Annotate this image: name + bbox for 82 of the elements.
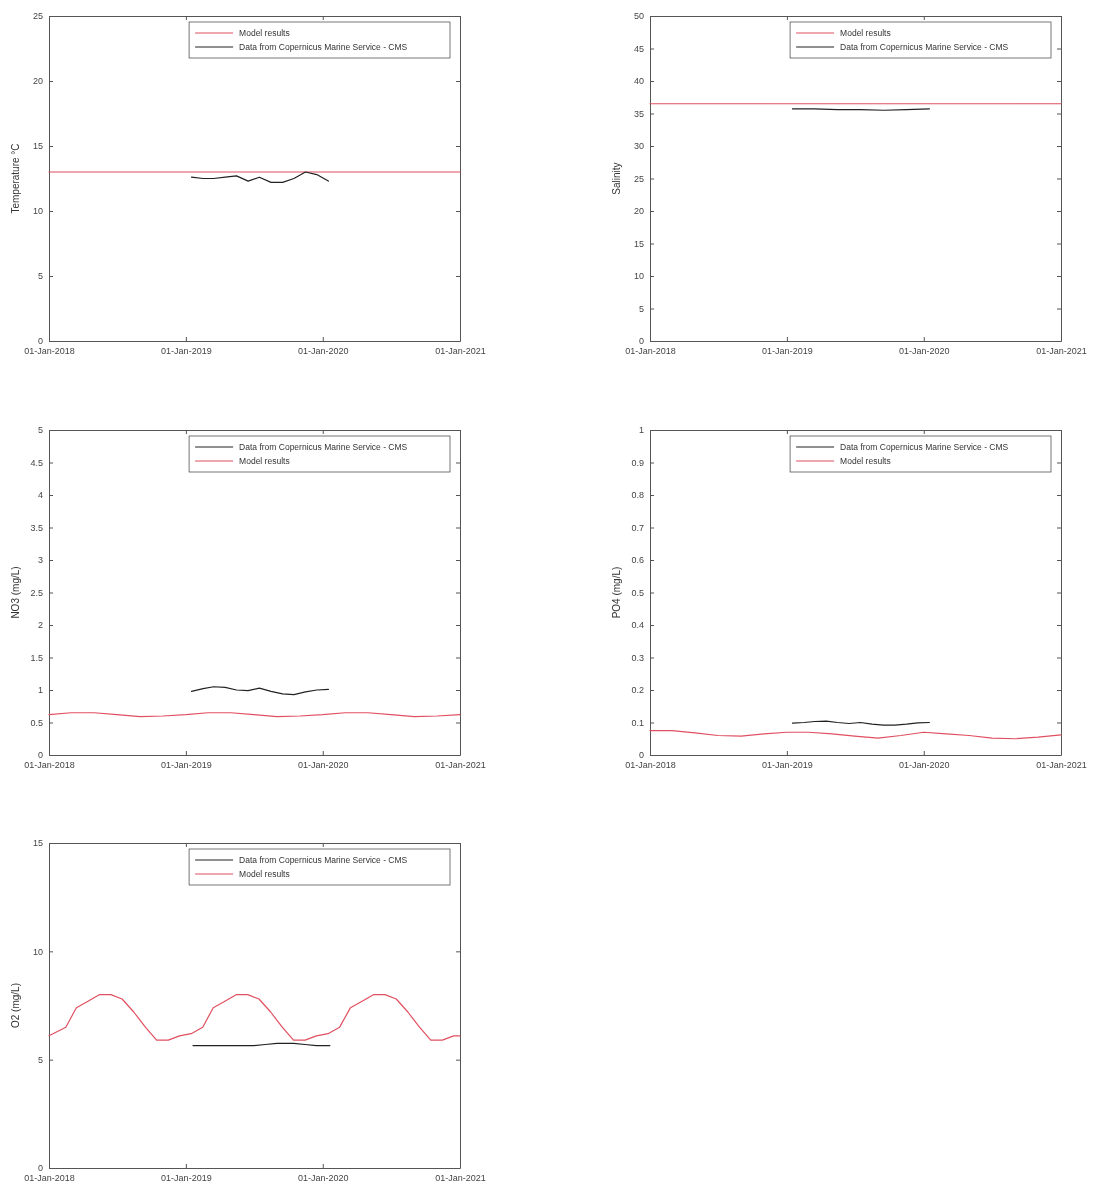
legend-label: Data from Copernicus Marine Service - CMS bbox=[239, 442, 408, 452]
y-tick-label: 3.5 bbox=[30, 522, 43, 533]
x-tick-label: 01-Jan-2018 bbox=[24, 346, 75, 357]
y-tick-label: 0.2 bbox=[631, 685, 644, 696]
x-tick-label: 01-Jan-2021 bbox=[1036, 760, 1087, 771]
y-tick-label: 4 bbox=[37, 490, 43, 501]
legend-label: Data from Copernicus Marine Service - CMS bbox=[239, 42, 408, 52]
y-tick-label: 50 bbox=[633, 11, 644, 22]
y-tick-label: 30 bbox=[633, 141, 644, 152]
y-tick-label: 1.5 bbox=[30, 652, 43, 663]
y-axis-title: Temperature °C bbox=[10, 143, 21, 214]
y-tick-label: 0.5 bbox=[631, 587, 644, 598]
y-tick-label: 0.9 bbox=[631, 457, 644, 468]
y-tick-label: 45 bbox=[633, 43, 644, 54]
x-tick-label: 01-Jan-2020 bbox=[898, 760, 950, 771]
y-tick-label: 0.7 bbox=[631, 522, 644, 533]
x-tick-label: 01-Jan-2018 bbox=[24, 760, 75, 771]
line-series bbox=[190, 171, 329, 183]
y-tick-label: 0.8 bbox=[631, 490, 644, 501]
y-tick-label: 0.3 bbox=[631, 652, 644, 663]
y-tick-label: 25 bbox=[32, 11, 43, 22]
x-tick-label: 01-Jan-2021 bbox=[435, 346, 486, 357]
legend-label: Data from Copernicus Marine Service - CMS bbox=[840, 442, 1009, 452]
legend-label: Model results bbox=[239, 456, 290, 466]
y-tick-label: 1 bbox=[638, 425, 644, 436]
y-tick-label: 0 bbox=[37, 336, 43, 347]
y-tick-label: 20 bbox=[633, 206, 644, 217]
x-tick-label: 01-Jan-2020 bbox=[297, 760, 349, 771]
y-tick-label: 5 bbox=[37, 1055, 43, 1066]
x-tick-label: 01-Jan-2021 bbox=[1036, 346, 1087, 357]
y-axis-title: NO3 (mg/L) bbox=[10, 566, 21, 619]
y-tick-label: 0.5 bbox=[30, 717, 43, 728]
y-tick-label: 15 bbox=[633, 238, 644, 249]
y-tick-label: 0 bbox=[638, 336, 644, 347]
x-tick-label: 01-Jan-2018 bbox=[24, 1173, 75, 1184]
y-axis-title: O2 (mg/L) bbox=[10, 982, 21, 1029]
line-series bbox=[190, 686, 329, 696]
y-axis-title: PO4 (mg/L) bbox=[611, 566, 622, 619]
y-tick-label: 0.1 bbox=[631, 717, 644, 728]
x-tick-label: 01-Jan-2019 bbox=[762, 346, 813, 357]
x-tick-label: 01-Jan-2021 bbox=[435, 1173, 486, 1184]
legend-label: Model results bbox=[840, 28, 891, 38]
y-axis-title: Salinity bbox=[611, 162, 622, 195]
y-tick-label: 5 bbox=[638, 303, 644, 314]
x-tick-label: 01-Jan-2021 bbox=[435, 760, 486, 771]
y-tick-label: 10 bbox=[32, 206, 43, 217]
y-tick-label: 1 bbox=[37, 685, 43, 696]
legend-label: Model results bbox=[239, 869, 290, 879]
x-tick-label: 01-Jan-2019 bbox=[762, 760, 813, 771]
y-tick-label: 10 bbox=[633, 271, 644, 282]
x-tick-label: 01-Jan-2020 bbox=[297, 1173, 349, 1184]
legend-label: Data from Copernicus Marine Service - CMS bbox=[840, 42, 1009, 52]
y-tick-label: 0 bbox=[37, 1163, 43, 1174]
x-tick-label: 01-Jan-2019 bbox=[161, 346, 212, 357]
y-tick-label: 5 bbox=[37, 425, 43, 436]
y-tick-label: 20 bbox=[32, 76, 43, 87]
y-tick-label: 0.4 bbox=[631, 620, 644, 631]
legend-label: Model results bbox=[840, 456, 891, 466]
y-tick-label: 25 bbox=[633, 173, 644, 184]
x-tick-label: 01-Jan-2019 bbox=[161, 760, 212, 771]
legend-label: Data from Copernicus Marine Service - CMS bbox=[239, 855, 408, 865]
x-tick-label: 01-Jan-2020 bbox=[898, 346, 950, 357]
y-tick-label: 5 bbox=[37, 271, 43, 282]
line-series bbox=[48, 994, 461, 1041]
x-tick-label: 01-Jan-2018 bbox=[625, 760, 676, 771]
x-tick-label: 01-Jan-2018 bbox=[625, 346, 676, 357]
y-tick-label: 3 bbox=[37, 555, 43, 566]
y-tick-label: 35 bbox=[633, 108, 644, 119]
y-tick-label: 15 bbox=[32, 838, 43, 849]
y-tick-label: 0.6 bbox=[631, 555, 644, 566]
y-tick-label: 40 bbox=[633, 76, 644, 87]
y-tick-label: 0 bbox=[638, 750, 644, 761]
y-tick-label: 10 bbox=[32, 946, 43, 957]
y-tick-label: 2 bbox=[37, 620, 43, 631]
y-tick-label: 15 bbox=[32, 141, 43, 152]
legend-label: Model results bbox=[239, 28, 290, 38]
line-series bbox=[649, 730, 1062, 740]
x-tick-label: 01-Jan-2020 bbox=[297, 346, 349, 357]
y-tick-label: 4.5 bbox=[30, 457, 43, 468]
x-tick-label: 01-Jan-2019 bbox=[161, 1173, 212, 1184]
y-tick-label: 0 bbox=[37, 750, 43, 761]
y-tick-label: 2.5 bbox=[30, 587, 43, 598]
